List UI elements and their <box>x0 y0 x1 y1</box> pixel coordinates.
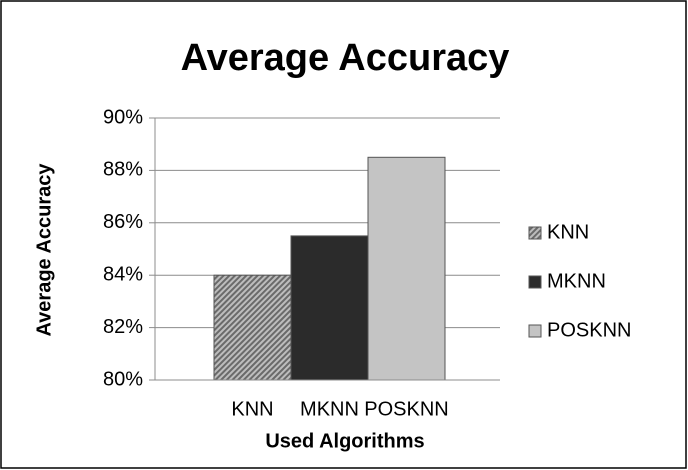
legend-label: POSKNN <box>547 319 631 341</box>
y-tick-label: 90% <box>103 106 143 128</box>
y-tick-label: 86% <box>103 211 143 233</box>
legend-swatch <box>528 324 542 338</box>
chart-title: Average Accuracy <box>181 37 510 79</box>
legend-swatch <box>528 275 542 289</box>
legend-label: MKNN <box>547 270 606 292</box>
legend-label: KNN <box>547 221 589 243</box>
y-tick-label: 82% <box>103 316 143 338</box>
legend-swatch <box>528 226 542 240</box>
x-tick-label: KNN <box>231 398 273 420</box>
bar <box>213 274 292 381</box>
bar <box>367 156 446 381</box>
y-axis-title: Average Accuracy <box>33 163 55 337</box>
y-tick-label: 84% <box>103 263 143 285</box>
y-tick-label: 88% <box>103 159 143 181</box>
x-axis-title: Used Algorithms <box>265 430 424 452</box>
x-tick-label: POSKNN <box>364 398 448 420</box>
bar <box>290 235 369 381</box>
y-tick-label: 80% <box>103 368 143 390</box>
x-tick-label: MKNN <box>300 398 359 420</box>
